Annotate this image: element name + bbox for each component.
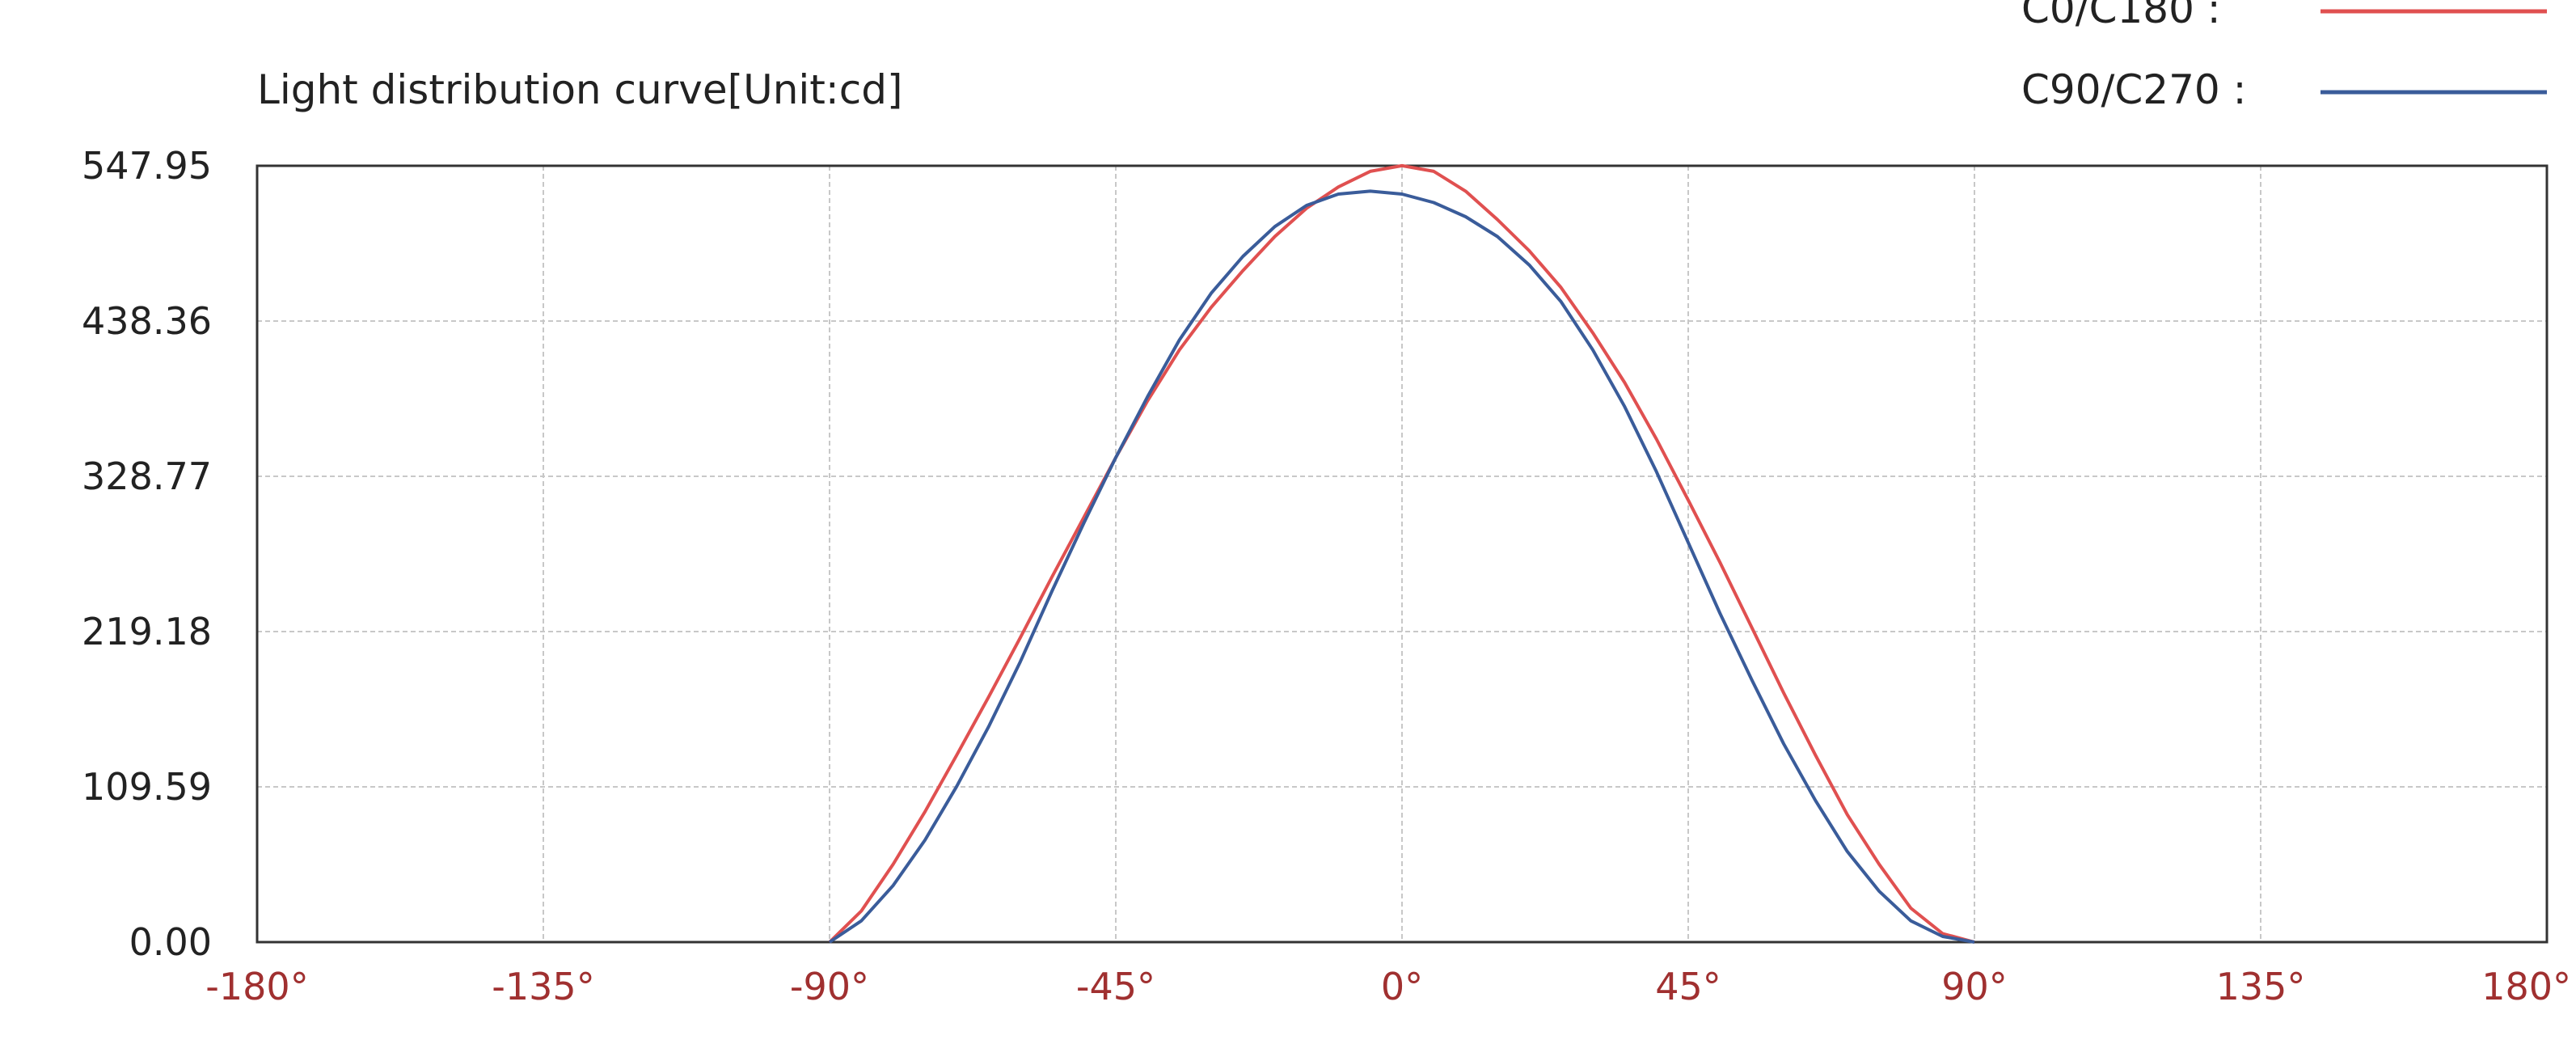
x-tick-label: 180° [2481,965,2571,1008]
series-lines [828,163,1975,944]
series-line-c0-c180 [828,163,1975,944]
x-tick-label: -180° [205,965,308,1008]
grid [256,165,2548,943]
x-tick-label: 45° [1655,965,1721,1008]
y-tick-label: 328.77 [82,454,212,498]
y-tick-label: 219.18 [82,610,212,653]
y-tick-label: 0.00 [129,920,212,964]
legend: C0/C180 : C90/C270 : [2021,0,2547,113]
x-axis-ticks: -180° -135° -90° -45° 0° 45° 90° 135° 180° [205,965,2571,1008]
chart-title: Light distribution curve[Unit:cd] [257,66,902,113]
y-tick-label: 438.36 [82,299,212,343]
series-line-c90-c270 [828,189,1975,944]
legend-label-c90-c270: C90/C270 : [2021,66,2246,113]
x-tick-label: -90° [790,965,869,1008]
x-tick-label: 90° [1941,965,2008,1008]
y-tick-label: 109.59 [82,765,212,809]
x-tick-label: -135° [492,965,594,1008]
x-tick-label: 135° [2216,965,2306,1008]
x-tick-label: 0° [1381,965,1423,1008]
x-tick-label: -45° [1076,965,1155,1008]
y-axis-ticks: 0.00 109.59 219.18 328.77 438.36 547.95 [82,144,212,964]
y-tick-label: 547.95 [82,144,212,188]
legend-label-c0-c180: C0/C180 : [2021,0,2221,32]
